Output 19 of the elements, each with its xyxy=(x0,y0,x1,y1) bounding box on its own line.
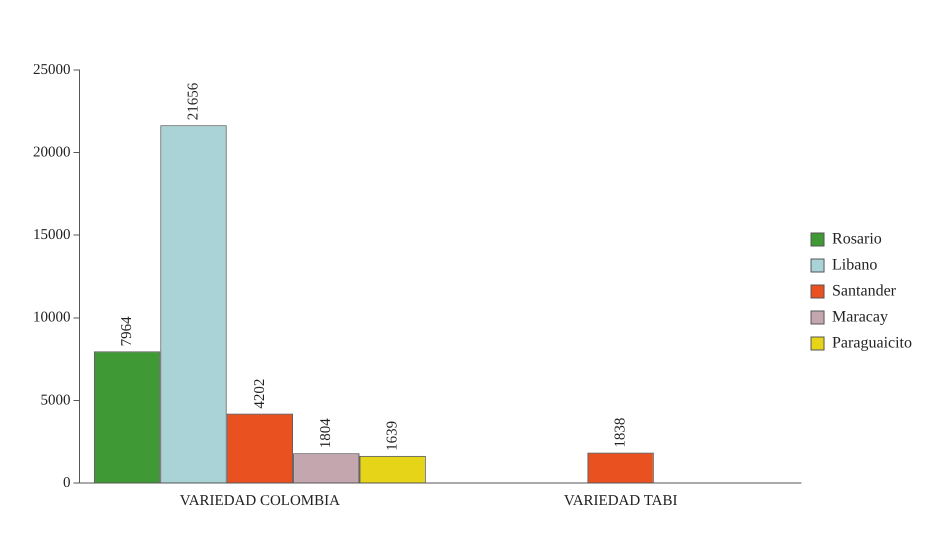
x-tick-label: VARIEDAD TABI xyxy=(564,492,678,509)
data-label: 1639 xyxy=(384,420,401,451)
y-tick-label: 10000 xyxy=(33,310,70,326)
legend-label: Santander xyxy=(832,282,897,300)
data-label: 4202 xyxy=(252,378,268,409)
x-tick-label: VARIEDAD COLOMBIA xyxy=(180,492,340,509)
y-tick-label: 5000 xyxy=(40,392,70,408)
data-label: 1838 xyxy=(612,418,629,448)
y-tick-label: 20000 xyxy=(33,144,70,161)
y-tick-label: 15000 xyxy=(33,227,70,244)
y-tick-label: 25000 xyxy=(33,62,70,78)
legend-label: Rosario xyxy=(832,230,882,248)
data-label: 21656 xyxy=(185,82,202,120)
legend-label: Libano xyxy=(832,256,878,274)
legend-label: Maracay xyxy=(832,308,888,326)
y-tick-label: 0 xyxy=(63,474,70,491)
legend-label: Paraguaicito xyxy=(832,334,912,352)
data-label: 7964 xyxy=(119,316,136,346)
data-label: 1804 xyxy=(318,418,334,448)
